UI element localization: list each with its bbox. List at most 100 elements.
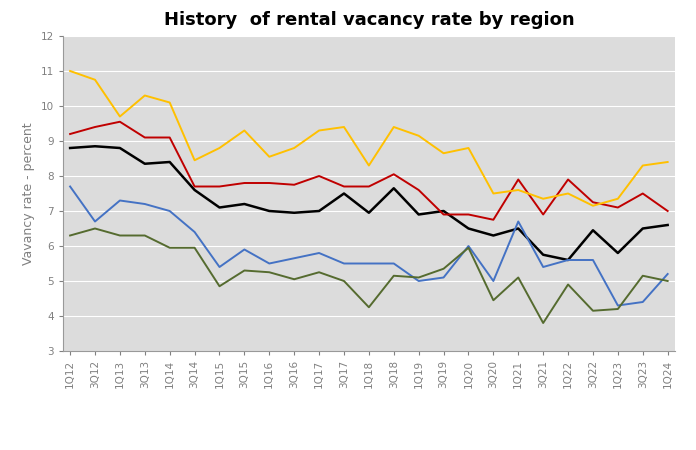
- National: [489, 233, 498, 238]
- Title: History  of rental vacancy rate by region: History of rental vacancy rate by region: [164, 11, 574, 29]
- Midwest: [116, 119, 124, 125]
- South: [663, 159, 672, 165]
- Northeast: [638, 299, 647, 305]
- Northeast: [116, 198, 124, 203]
- National: [365, 210, 373, 216]
- Line: West: West: [70, 229, 667, 323]
- National: [91, 144, 100, 149]
- National: [638, 226, 647, 231]
- Northeast: [614, 303, 622, 308]
- South: [166, 100, 174, 105]
- National: [340, 191, 348, 196]
- South: [415, 133, 423, 139]
- Northeast: [514, 219, 523, 224]
- Northeast: [290, 256, 299, 261]
- National: [141, 161, 149, 166]
- West: [415, 275, 423, 280]
- South: [390, 124, 398, 130]
- Midwest: [539, 212, 547, 217]
- Midwest: [66, 131, 74, 137]
- Legend: National, Northeast, Midwest, South, West: National, Northeast, Midwest, South, Wes…: [137, 445, 601, 450]
- South: [265, 154, 274, 159]
- Midwest: [240, 180, 248, 186]
- National: [514, 226, 523, 231]
- Midwest: [265, 180, 274, 186]
- South: [638, 163, 647, 168]
- West: [663, 278, 672, 284]
- West: [91, 226, 100, 231]
- National: [439, 208, 448, 214]
- National: [265, 208, 274, 214]
- National: [191, 187, 199, 193]
- South: [464, 145, 473, 151]
- South: [340, 124, 348, 130]
- Midwest: [514, 177, 523, 182]
- Northeast: [564, 257, 572, 263]
- National: [663, 222, 672, 228]
- West: [315, 270, 323, 275]
- National: [215, 205, 223, 210]
- Midwest: [464, 212, 473, 217]
- Northeast: [166, 208, 174, 214]
- West: [365, 305, 373, 310]
- South: [290, 145, 299, 151]
- Midwest: [215, 184, 223, 189]
- West: [539, 320, 547, 326]
- South: [439, 151, 448, 156]
- Midwest: [166, 135, 174, 140]
- National: [614, 250, 622, 256]
- Y-axis label: Vavancy rate - percent: Vavancy rate - percent: [22, 122, 35, 265]
- Line: South: South: [70, 71, 667, 206]
- West: [390, 273, 398, 279]
- Line: National: National: [70, 146, 667, 260]
- West: [489, 297, 498, 303]
- Northeast: [439, 275, 448, 280]
- West: [614, 306, 622, 312]
- National: [240, 201, 248, 207]
- Northeast: [589, 257, 597, 263]
- Midwest: [365, 184, 373, 189]
- Northeast: [365, 261, 373, 266]
- Midwest: [390, 171, 398, 177]
- West: [265, 270, 274, 275]
- National: [290, 210, 299, 216]
- West: [290, 277, 299, 282]
- Midwest: [415, 187, 423, 193]
- South: [116, 114, 124, 119]
- West: [589, 308, 597, 314]
- Midwest: [91, 124, 100, 130]
- West: [215, 284, 223, 289]
- National: [589, 228, 597, 233]
- National: [390, 185, 398, 191]
- West: [166, 245, 174, 251]
- Midwest: [340, 184, 348, 189]
- National: [564, 257, 572, 263]
- Midwest: [589, 199, 597, 205]
- Midwest: [489, 217, 498, 222]
- South: [589, 203, 597, 208]
- West: [141, 233, 149, 238]
- Northeast: [489, 278, 498, 284]
- Midwest: [141, 135, 149, 140]
- South: [614, 196, 622, 202]
- South: [141, 93, 149, 98]
- Northeast: [315, 250, 323, 256]
- Midwest: [663, 208, 672, 214]
- South: [66, 68, 74, 74]
- Northeast: [340, 261, 348, 266]
- Midwest: [290, 182, 299, 188]
- Northeast: [141, 201, 149, 207]
- West: [66, 233, 74, 238]
- Midwest: [614, 205, 622, 210]
- Northeast: [663, 271, 672, 277]
- Northeast: [265, 261, 274, 266]
- West: [116, 233, 124, 238]
- Northeast: [91, 219, 100, 224]
- South: [240, 128, 248, 133]
- Midwest: [439, 212, 448, 217]
- Northeast: [240, 247, 248, 252]
- South: [191, 158, 199, 163]
- West: [340, 278, 348, 284]
- National: [539, 252, 547, 257]
- Northeast: [390, 261, 398, 266]
